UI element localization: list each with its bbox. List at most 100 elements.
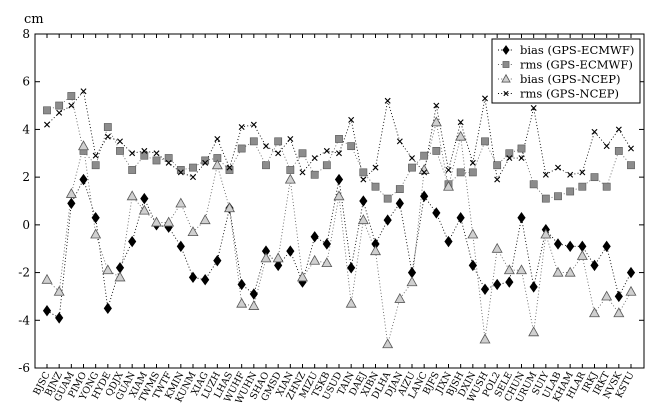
bias-ecmwf-point [286,245,295,257]
bias-ncep-point [41,273,53,284]
rms-ncep-point [469,159,476,166]
bias-ncep-point [151,216,162,227]
bias-ncep-point [53,285,65,296]
bias-ecmwf-point [103,302,112,315]
rms-ncep-point [92,152,99,159]
rms-ecmwf-point [359,168,368,177]
bias-ecmwf-point [115,262,125,274]
bias-ecmwf-point [420,190,429,202]
rms-ecmwf-point [627,161,635,170]
bias-ncep-point [540,228,552,239]
bias-ncep-point [357,214,369,225]
bias-ecmwf-point [626,266,636,279]
rms-ecmwf-point [541,194,550,203]
rms-ecmwf-point [262,161,270,170]
rms-ecmwf-point [103,123,112,131]
bias-ecmwf-point [614,290,623,303]
y-tick-label: 8 [22,27,30,41]
rms-ncep-point [202,159,209,166]
bias-ncep-point [102,264,114,275]
bias-ncep-point [187,226,199,237]
rms-ncep-point [214,135,221,142]
rms-ecmwf-point [128,166,137,174]
bias-ncep-point [564,266,576,277]
rms-ncep-point [615,126,622,133]
rms-ncep-point [153,150,160,157]
bias-ncep-point [333,190,345,201]
rms-ncep-point [503,90,509,97]
rms-ncep-point [409,155,415,162]
rms-ecmwf-point [286,166,295,174]
bias-ecmwf-point [310,231,319,243]
bias-ncep-point [309,254,321,265]
rms-ncep-point [226,164,233,171]
rms-ncep-point [421,169,428,176]
series-layer [41,88,637,349]
rms-ncep-point [360,176,367,183]
y-tick-label: 4 [22,122,30,136]
rms-ncep-point [190,174,196,181]
bias-ncep-point [443,180,454,191]
rms-ncep-point [506,155,513,162]
rms-ecmwf-point [493,161,502,170]
rms-ecmwf-point [237,144,246,153]
rms-ncep-point [628,145,634,152]
rms-ncep-point [104,133,111,140]
rms-ncep-point [141,147,148,154]
bias-ecmwf-point [322,238,331,250]
rms-ncep-point [348,116,355,123]
bias-ncep-point [382,338,394,349]
rms-ncep-point [482,95,488,102]
rms-ncep-point [165,159,172,166]
rms-ecmwf-point [91,161,100,170]
rms-ecmwf-point [371,182,380,191]
x-axis: BJSCBJNZGUAMPIMOYONGHYDEQDJXGUANXIAMTWMS… [31,34,637,406]
bias-ncep-point [297,271,308,282]
bias-ncep-point [589,307,600,318]
bias-ncep-point [321,257,333,268]
rms-ncep-point [56,109,63,116]
y-tick-label: -2 [18,266,30,280]
rms-ecmwf-point [590,173,599,182]
rms-ecmwf-point [408,163,416,172]
bias-ncep-point [501,73,511,83]
bias-ncep-point [126,190,138,201]
legend-label: rms (GPS-ECMWF) [520,58,633,72]
rms-ncep-point [44,121,50,128]
bias-ncep-point [211,159,223,170]
y-tick-label: 0 [22,218,30,232]
rms-ecmwf-point [322,161,331,170]
bias-ecmwf-point [517,212,526,224]
rms-ncep-point [530,104,537,111]
rms-ncep-point [457,119,464,126]
rms-ecmwf-point [55,101,64,110]
rms-ncep-point [129,150,136,157]
rms-ncep-point [555,164,561,171]
rms-ecmwf-point [432,147,441,155]
bias-ncep-point [272,252,284,263]
rms-ecmwf-point [152,156,161,165]
rms-ncep-point [396,138,403,145]
bias-ncep-point [503,264,515,275]
rms-ncep-point [579,169,586,176]
rms-ecmwf-point [176,166,185,174]
rms-ncep-point [591,128,598,135]
bias-ecmwf-point [79,173,88,186]
rms-ncep-point [177,169,184,176]
bias-ncep-point [163,216,175,227]
rms-ecmwf-point [502,61,510,68]
bias-ecmwf-point [237,278,246,291]
rms-ncep-point [68,102,75,109]
rms-ecmwf-point [274,137,283,146]
bias-ncep-point [138,204,150,215]
rms-ecmwf-point [529,180,538,189]
bias-ecmwf-point [493,278,502,291]
rms-ecmwf-point [140,151,149,160]
rms-ncep-point [117,138,123,145]
rms-ncep-point [384,97,391,104]
bias-ncep-point [114,271,126,282]
bias-ecmwf-point [274,259,283,272]
bias-ncep-point [65,188,77,198]
bias-ecmwf-point [213,254,222,267]
